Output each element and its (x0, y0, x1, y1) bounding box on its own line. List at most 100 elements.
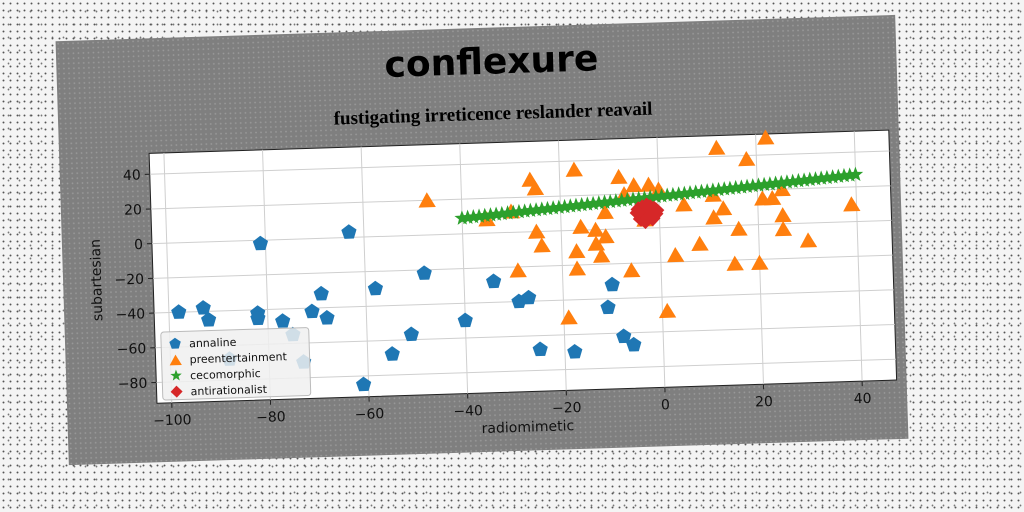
preentertainment-point (418, 192, 436, 208)
preentertainment-point (705, 209, 723, 225)
y-tick-label: 20 (124, 202, 142, 219)
preentertainment-point (593, 247, 611, 263)
x-axis-ticks: −100 −80 −60 −40 −20 0 20 40 (153, 381, 872, 429)
preentertainment-point (708, 139, 726, 156)
annaline-point (250, 310, 266, 326)
y-tick-label: 0 (134, 237, 143, 253)
y-grid-line (151, 219, 892, 245)
annaline-point (416, 265, 432, 280)
preentertainment-point (763, 190, 782, 206)
preentertainment-point (757, 129, 775, 145)
chart-card: conflexure fustigating irreticence resla… (55, 14, 909, 466)
legend-label-antirationalist: antirationalist (190, 383, 267, 398)
preentertainment-point (528, 223, 546, 239)
annaline-point (567, 343, 583, 359)
annaline-point (600, 299, 616, 315)
preentertainment-point (704, 186, 723, 202)
preentertainment-point (509, 262, 527, 278)
preentertainment-point (774, 207, 792, 223)
cecomorphic-point (847, 166, 864, 182)
preentertainment-point (730, 220, 748, 236)
preentertainment-point (773, 181, 791, 197)
legend-marker-annaline (169, 337, 181, 349)
preentertainment-point (625, 177, 643, 193)
annaline-point (604, 276, 620, 292)
preentertainment-point (675, 196, 693, 212)
preentertainment-point (774, 221, 793, 237)
x-tick-label: −40 (453, 403, 483, 420)
legend-label-preentertainment: preentertainment (189, 350, 287, 366)
legend-marker-preentertainment (169, 354, 182, 366)
annaline-point (626, 336, 642, 352)
preentertainment-point (726, 255, 744, 271)
legend-box (160, 327, 312, 401)
annaline-point (201, 312, 217, 327)
annaline-point (171, 304, 187, 319)
x-tick-label: −100 (153, 412, 192, 429)
preentertainment-point (658, 302, 677, 319)
annaline-point (384, 346, 400, 361)
preentertainment-point (587, 221, 605, 237)
legend-label-annaline: annaline (189, 336, 237, 350)
y-tick-label: −60 (116, 341, 146, 358)
preentertainment-point (640, 176, 658, 192)
preentertainment-point (560, 309, 578, 325)
y-tick-label: −80 (118, 376, 148, 393)
antirationalist-point (637, 213, 654, 230)
preentertainment-point (751, 254, 769, 271)
preentertainment-point (596, 204, 614, 220)
y-axis-label: subartesian (88, 239, 107, 322)
annaline-point (457, 312, 473, 328)
annaline-point (304, 303, 320, 319)
y-grid-line (153, 254, 893, 279)
chart-title: conflexure (384, 38, 599, 86)
y-tick-label: −20 (114, 272, 144, 289)
annaline-point (486, 273, 502, 289)
preentertainment-point (738, 150, 756, 167)
preentertainment-point (714, 200, 733, 216)
annaline-point (275, 313, 291, 328)
y-tick-label: 40 (123, 168, 141, 185)
data-points (171, 129, 864, 392)
y-tick-label: −40 (115, 306, 145, 323)
x-tick-label: −80 (256, 409, 286, 426)
x-tick-label: 20 (755, 394, 773, 411)
annaline-point (521, 289, 537, 305)
chart-subtitle: fustigating irreticence reslander reavai… (333, 99, 652, 130)
preentertainment-point (526, 180, 545, 196)
preentertainment-point (572, 218, 590, 234)
legend: annalinepreentertainmentcecomorphicantir… (160, 327, 312, 401)
legend-label-cecomorphic: cecomorphic (190, 367, 261, 382)
annaline-point (403, 326, 419, 342)
preentertainment-point (799, 232, 818, 248)
x-tick-label: 40 (853, 391, 871, 408)
preentertainment-point (843, 196, 861, 212)
annaline-point (367, 280, 383, 296)
preentertainment-point (610, 168, 628, 185)
annaline-point (195, 300, 211, 315)
y-axis-ticks: −80 −60 −40 −20 0 20 40 (114, 168, 157, 393)
annaline-point (319, 310, 335, 325)
x-tick-label: −20 (552, 400, 582, 417)
preentertainment-point (533, 237, 551, 253)
y-grid-line (149, 150, 890, 175)
annaline-point (313, 285, 329, 301)
scatter-chart: conflexure fustigating irreticence resla… (88, 38, 898, 437)
antirationalist-point (638, 197, 655, 214)
preentertainment-point (597, 228, 615, 244)
preentertainment-point (667, 247, 685, 263)
x-tick-label: −60 (355, 406, 385, 423)
x-tick-label: 0 (661, 397, 670, 413)
legend-marker-cecomorphic (170, 369, 182, 381)
annaline-point (532, 341, 548, 357)
preentertainment-point (691, 235, 709, 252)
preentertainment-point (568, 260, 587, 276)
preentertainment-point (565, 161, 583, 177)
x-axis-label: radiomimetic (481, 418, 574, 437)
preentertainment-point (587, 235, 606, 251)
annaline-point (616, 328, 632, 344)
antirationalist-point (629, 204, 646, 221)
legend-marker-antirationalist (170, 385, 183, 398)
preentertainment-point (623, 262, 641, 278)
annaline-point (252, 235, 269, 251)
